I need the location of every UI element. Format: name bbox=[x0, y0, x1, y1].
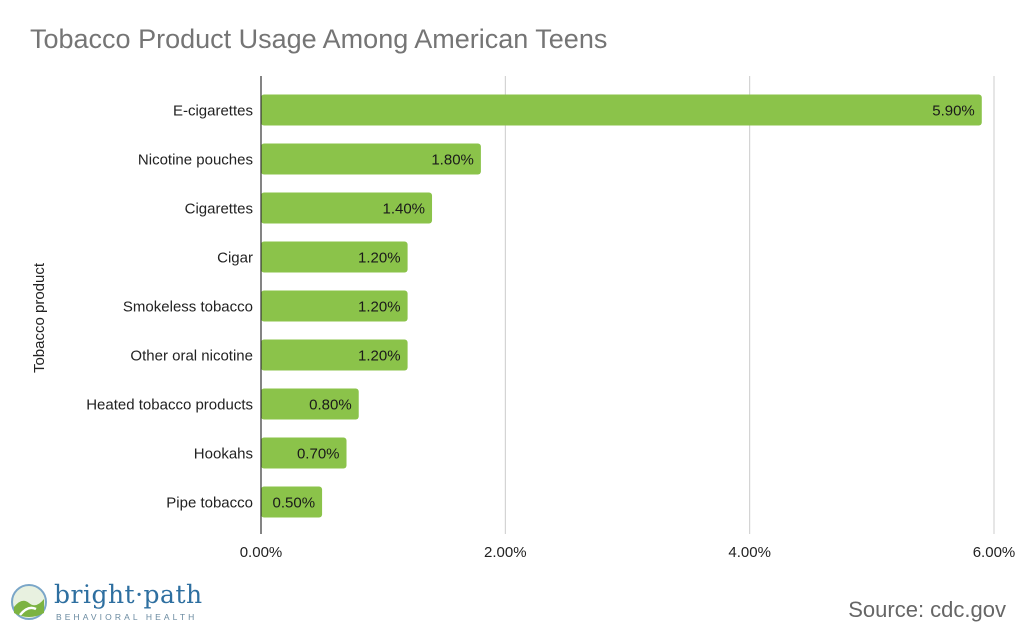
category-label: Cigarettes bbox=[185, 201, 253, 218]
bar bbox=[261, 143, 481, 175]
logo-name: bright·path bbox=[54, 580, 203, 609]
chart-title: Tobacco Product Usage Among American Tee… bbox=[30, 24, 608, 54]
x-tick-label: 0.00% bbox=[240, 544, 283, 561]
category-label: Other oral nicotine bbox=[130, 348, 253, 365]
category-label: Hookahs bbox=[194, 446, 253, 463]
category-label: Heated tobacco products bbox=[86, 397, 253, 414]
category-label: Nicotine pouches bbox=[138, 152, 253, 169]
logo-tagline: BEHAVIORAL HEALTH bbox=[56, 612, 198, 622]
x-tick-label: 6.00% bbox=[973, 544, 1016, 561]
y-axis-title: Tobacco product bbox=[31, 262, 48, 373]
value-label: 0.80% bbox=[309, 397, 352, 414]
bar-chart: E-cigarettes Nicotine pouches Cigarettes Ci… bbox=[31, 76, 1016, 561]
bar bbox=[261, 437, 347, 469]
category-label: E-cigarettes bbox=[173, 103, 253, 120]
value-label: 1.20% bbox=[358, 299, 401, 316]
bar bbox=[261, 339, 408, 371]
value-label: 1.20% bbox=[358, 348, 401, 365]
bar bbox=[261, 486, 323, 518]
value-label: 0.70% bbox=[297, 446, 340, 463]
source-note: Source: cdc.gov bbox=[848, 597, 1006, 622]
bar bbox=[261, 388, 359, 420]
logo-emblem-icon bbox=[11, 584, 47, 620]
value-label: 1.40% bbox=[382, 201, 425, 218]
x-tick-label: 4.00% bbox=[728, 544, 771, 561]
bar bbox=[261, 94, 982, 126]
value-label: 5.90% bbox=[932, 103, 975, 120]
value-label: 0.50% bbox=[273, 495, 316, 512]
value-label: 1.20% bbox=[358, 250, 401, 267]
value-label: 1.80% bbox=[431, 152, 474, 169]
bar bbox=[261, 192, 433, 224]
x-tick-label: 2.00% bbox=[484, 544, 527, 561]
category-label: Pipe tobacco bbox=[166, 495, 253, 512]
bar bbox=[261, 241, 408, 273]
category-label: Cigar bbox=[217, 250, 253, 267]
category-label: Smokeless tobacco bbox=[123, 299, 253, 316]
bar bbox=[261, 290, 408, 322]
